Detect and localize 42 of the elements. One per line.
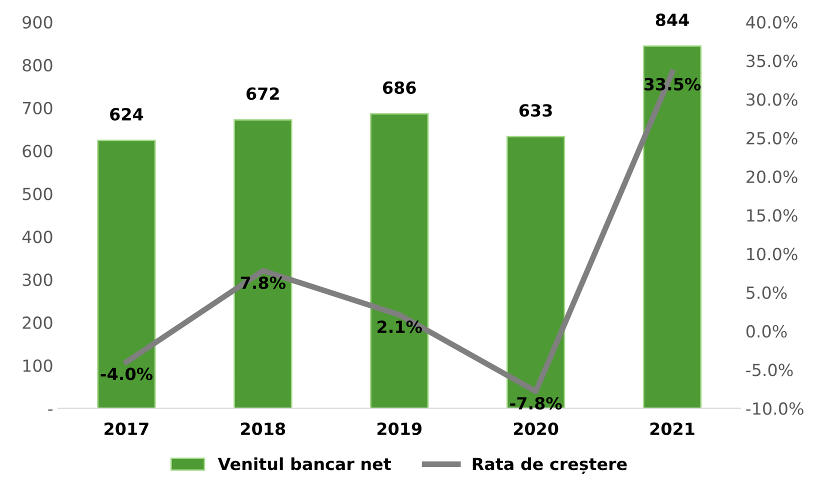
bar [234,119,292,408]
legend-label: Venitul bancar net [218,457,391,470]
y-tick-label: 100 [23,359,52,372]
data-label: 624 [110,108,144,121]
data-label: 844 [656,14,689,26]
y2-tick-label: 40.0% [746,16,798,29]
y2-tick-label: 10.0% [747,248,798,260]
data-label: -4.0% [100,368,153,380]
data-label: 2.1% [378,320,422,334]
y2-tick-label: 0.0% [746,325,787,338]
x-tick-label: 2017 [104,422,148,436]
y2-tick-label: 25.0% [746,132,798,144]
y2-tick-label: -5.0% [746,364,793,376]
y-tick-label: 600 [22,144,52,158]
y-tick-label: 200 [22,316,52,330]
y2-tick-label: 30.0% [746,93,798,106]
x-tick-label: 2021 [650,422,694,436]
x-tick-label: 2020 [514,422,558,436]
data-label: -7.8% [510,397,562,410]
data-label: 672 [246,87,279,100]
x-tick-label: 2019 [377,422,422,436]
legend-label: Rata de creștere [472,457,627,474]
bar [370,113,429,408]
y2-tick-label: 5.0% [746,286,787,299]
y-tick-label: - [48,409,53,411]
y2-tick-label: 15.0% [747,209,798,222]
y-tick-label: 400 [22,230,52,244]
y-tick-label: 500 [22,188,52,200]
bar [642,45,702,408]
data-label: 686 [383,81,416,94]
bar [506,136,566,408]
y2-tick-label: 35.0% [746,54,798,68]
data-label: 633 [519,104,552,117]
x-tick-label: 2018 [241,422,286,436]
y2-tick-label: 20.0% [746,170,798,184]
y-tick-label: 300 [22,274,52,286]
y-tick-label: 800 [22,58,52,72]
y2-tick-label: -10.0% [746,402,804,415]
data-label: 7.8% [240,276,286,290]
y-tick-label: 900 [22,16,52,29]
y-tick-label: 700 [22,102,52,114]
bar [97,140,156,408]
